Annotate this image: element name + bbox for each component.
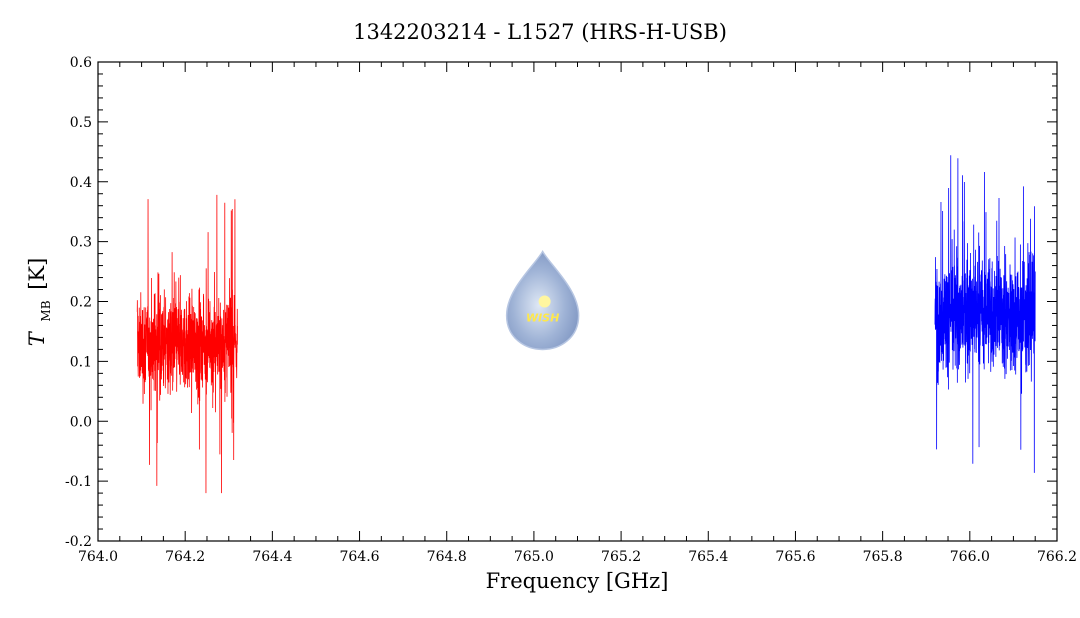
x-tick-label: 765.4 bbox=[688, 549, 728, 565]
y-tick-label: 0.1 bbox=[70, 354, 92, 370]
plot-area: 764.0 764.2 764.4 764.6 764.8 765.0 765.2 765.4… bbox=[65, 55, 1077, 565]
x-tick-label: 766.2 bbox=[1037, 549, 1077, 565]
y-tick-label: -0.1 bbox=[65, 474, 92, 490]
x-tick-label: 765.2 bbox=[601, 549, 641, 565]
star-icon bbox=[538, 295, 551, 308]
y-axis-label-unit: [K] bbox=[25, 258, 49, 290]
chart-title: 1342203214 - L1527 (HRS-H-USB) bbox=[353, 20, 727, 44]
x-axis-label: Frequency [GHz] bbox=[486, 569, 669, 593]
y-axis-label-symbol: T bbox=[25, 330, 49, 346]
plot-frame bbox=[97, 61, 1058, 542]
y-tick-label: 0.3 bbox=[70, 235, 92, 251]
x-tick-label: 765.8 bbox=[863, 549, 903, 565]
y-axis-label: T MB [K] bbox=[25, 258, 55, 347]
series-layer bbox=[136, 155, 1036, 494]
y-tick-label: -0.2 bbox=[65, 534, 92, 550]
ticks-layer: 764.0 764.2 764.4 764.6 764.8 765.0 765.2 765.4… bbox=[65, 55, 1077, 565]
x-tick-label: 765.0 bbox=[514, 549, 554, 565]
series-line-1 bbox=[136, 194, 238, 494]
x-tick-label: 764.2 bbox=[165, 549, 205, 565]
y-tick-label: 0.6 bbox=[70, 55, 92, 71]
wish-logo: WISH bbox=[505, 249, 580, 351]
y-tick-label: 0.2 bbox=[70, 295, 92, 311]
y-tick-label: 0.0 bbox=[70, 414, 92, 430]
x-tick-label: 764.0 bbox=[78, 549, 118, 565]
x-tick-label: 765.6 bbox=[775, 549, 815, 565]
wish-logo-text: WISH bbox=[526, 311, 559, 324]
x-tick-label: 764.8 bbox=[427, 549, 467, 565]
series-line-2 bbox=[934, 155, 1036, 473]
x-tick-label: 766.0 bbox=[950, 549, 990, 565]
x-tick-label: 764.4 bbox=[252, 549, 292, 565]
svg-text:T MB [K]: T MB [K] bbox=[25, 258, 55, 347]
y-axis-label-subscript: MB bbox=[39, 300, 53, 321]
y-tick-label: 0.4 bbox=[70, 175, 92, 191]
y-tick-label: 0.5 bbox=[70, 115, 92, 131]
x-tick-label: 764.6 bbox=[339, 549, 379, 565]
